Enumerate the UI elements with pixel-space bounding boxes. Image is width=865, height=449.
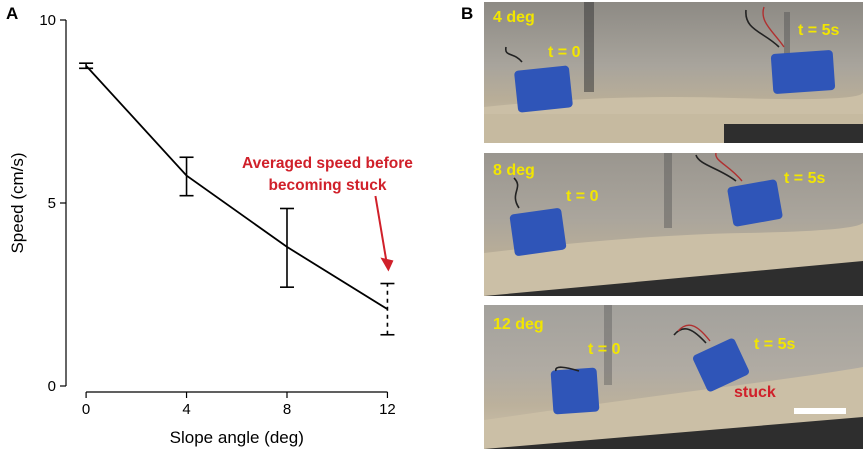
x-tick-label: 0 <box>82 401 90 418</box>
t5-label: t = 5s <box>784 170 826 187</box>
angle-label: 8 deg <box>493 162 535 179</box>
angle-label: 12 deg <box>493 316 544 333</box>
angle-label: 4 deg <box>493 9 535 26</box>
photo-8deg: 8 deg t = 0 t = 5s <box>484 153 863 296</box>
photo-8deg-image <box>484 153 863 296</box>
photo-12deg-image <box>484 305 863 449</box>
t0-label: t = 0 <box>588 341 621 358</box>
stuck-label: stuck <box>734 384 776 401</box>
scale-bar <box>794 408 846 414</box>
panel-label-b: B <box>461 4 474 23</box>
t0-label: t = 0 <box>566 188 599 205</box>
y-tick-label: 5 <box>48 195 56 212</box>
x-tick-label: 12 <box>379 401 396 418</box>
x-tick-label: 4 <box>182 401 190 418</box>
x-axis-label: Slope angle (deg) <box>170 428 304 447</box>
photo-4deg: 4 deg t = 0 t = 5s <box>484 2 863 143</box>
t0-label: t = 0 <box>548 44 581 61</box>
photo-12deg: 12 deg t = 0 t = 5s stuck <box>484 305 863 449</box>
robot-t5 <box>745 6 836 94</box>
robot-t0 <box>550 366 600 415</box>
speed-chart: 0 5 10 0 4 8 12 Slope angle (deg) Speed (cm/s) Av… <box>8 12 413 447</box>
robot-t5 <box>673 324 749 392</box>
robot-t0 <box>509 177 567 256</box>
series-line <box>85 65 388 310</box>
robot-t0 <box>504 46 573 113</box>
annotation-arrow-head <box>380 257 394 272</box>
y-axis-label: Speed (cm/s) <box>8 152 27 253</box>
y-tick-label: 0 <box>48 378 56 395</box>
photo-4deg-image <box>484 2 863 143</box>
x-tick-label: 8 <box>283 401 291 418</box>
t5-label: t = 5s <box>798 22 840 39</box>
y-tick-label: 10 <box>39 12 56 29</box>
robot-t5 <box>695 153 783 227</box>
annotation-line-1: Averaged speed before <box>242 155 413 172</box>
t5-label: t = 5s <box>754 336 796 353</box>
panel-label-a: A <box>6 4 19 23</box>
annotation-line-2: becoming stuck <box>268 177 386 194</box>
annotation-arrow-line <box>374 195 388 262</box>
